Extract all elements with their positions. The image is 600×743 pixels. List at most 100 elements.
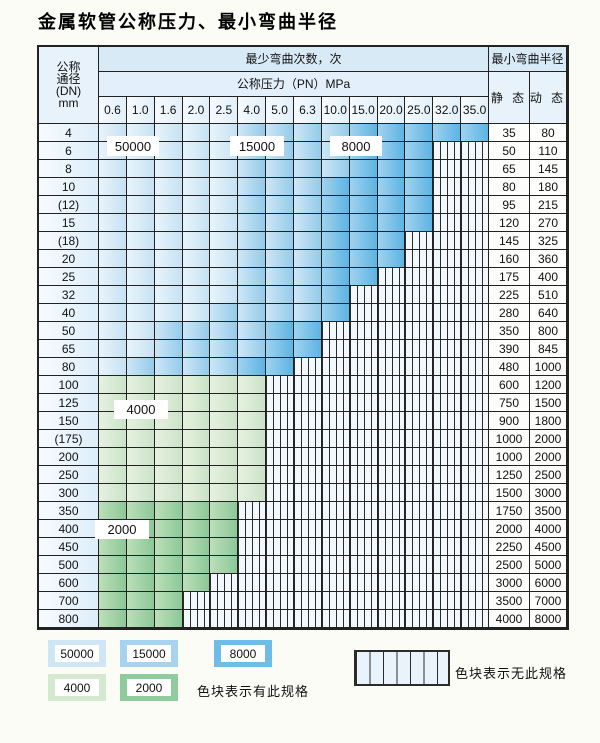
- spec-cell-50000: [182, 178, 211, 196]
- dynamic-value: 510: [530, 286, 567, 304]
- radius-header: 最小弯曲半径: [489, 47, 567, 72]
- dynamic-value: 180: [530, 178, 567, 196]
- spec-cell-2000: [210, 520, 239, 538]
- spec-cell-15000: [182, 340, 211, 358]
- spec-cell-50000: [210, 250, 239, 268]
- spec-cell-none: [461, 412, 489, 430]
- spec-cell-none: [294, 520, 322, 538]
- spec-cell-none: [349, 430, 378, 448]
- dynamic-value: 1500: [530, 394, 567, 412]
- spec-cell-none: [294, 484, 322, 502]
- static-value: 1750: [489, 502, 530, 520]
- spec-cell-50000: [126, 286, 155, 304]
- spec-cell-8000: [349, 214, 378, 232]
- spec-cell-2000: [154, 538, 183, 556]
- legend-swatch-50000: 50000: [48, 640, 106, 667]
- spec-cell-50000: [99, 160, 127, 178]
- spec-cell-8000: [377, 160, 406, 178]
- dynamic-value: 4500: [530, 538, 567, 556]
- spec-cell-4000: [99, 448, 127, 466]
- spec-cell-none: [433, 610, 462, 628]
- spec-cell-none: [321, 538, 350, 556]
- spec-cell-15000: [294, 304, 322, 322]
- dn-header-line: (DN): [55, 84, 82, 98]
- spec-cell-none: [405, 430, 434, 448]
- dn-cell: 500: [39, 556, 99, 574]
- static-value: 35: [489, 124, 530, 142]
- static-value: 175: [489, 268, 530, 286]
- static-value: 1500: [489, 484, 530, 502]
- dynamic-value: 360: [530, 250, 567, 268]
- spec-cell-4000: [182, 394, 211, 412]
- spec-cell-none: [321, 430, 350, 448]
- spec-cell-4000: [154, 430, 183, 448]
- spec-cell-none: [461, 466, 489, 484]
- spec-cell-4000: [210, 430, 239, 448]
- region-label-50000: 50000: [107, 136, 159, 156]
- spec-cell-none: [321, 520, 350, 538]
- spec-cell-4000: [238, 376, 267, 394]
- spec-cell-none: [349, 304, 378, 322]
- spec-cell-none: [377, 592, 406, 610]
- dn-cell: 250: [39, 466, 99, 484]
- spec-cell-15000: [266, 214, 294, 232]
- dn-cell: 15: [39, 214, 99, 232]
- spec-cell-none: [461, 340, 489, 358]
- spec-cell-none: [405, 412, 434, 430]
- spec-cell-15000: [294, 268, 322, 286]
- spec-cell-none: [433, 412, 462, 430]
- spec-cell-8000: [321, 214, 350, 232]
- spec-cell-4000: [238, 412, 267, 430]
- static-value: 65: [489, 160, 530, 178]
- region-label-15000: 15000: [230, 136, 284, 156]
- dynamic-value: 215: [530, 196, 567, 214]
- spec-cell-none: [182, 610, 211, 628]
- dynamic-value: 270: [530, 214, 567, 232]
- spec-cell-50000: [182, 268, 211, 286]
- spec-cell-50000: [99, 358, 127, 376]
- spec-cell-15000: [294, 286, 322, 304]
- spec-cell-2000: [99, 592, 127, 610]
- spec-cell-none: [182, 592, 211, 610]
- spec-cell-15000: [294, 124, 322, 142]
- spec-cell-none: [321, 466, 350, 484]
- spec-cell-15000: [266, 286, 294, 304]
- spec-cell-none: [377, 448, 406, 466]
- spec-cell-4000: [238, 484, 267, 502]
- spec-cell-none: [349, 484, 378, 502]
- spec-cell-none: [461, 304, 489, 322]
- dynamic-value: 400: [530, 268, 567, 286]
- dn-cell: 700: [39, 592, 99, 610]
- dn-cell: 40: [39, 304, 99, 322]
- spec-cell-8000: [405, 124, 434, 142]
- pressure-col-15.0: 15.0: [349, 97, 378, 124]
- spec-cell-none: [266, 430, 294, 448]
- dn-cell: 25: [39, 268, 99, 286]
- spec-cell-50000: [126, 322, 155, 340]
- spec-cell-none: [266, 466, 294, 484]
- spec-cell-50000: [182, 214, 211, 232]
- spec-cell-4000: [210, 448, 239, 466]
- dn-cell: 8: [39, 160, 99, 178]
- spec-cell-4000: [238, 430, 267, 448]
- dynamic-header: 动 态: [530, 72, 567, 124]
- spec-cell-none: [377, 556, 406, 574]
- spec-cell-2000: [182, 538, 211, 556]
- static-value: 480: [489, 358, 530, 376]
- spec-cell-50000: [126, 214, 155, 232]
- spec-cell-none: [377, 412, 406, 430]
- spec-cell-8000: [321, 196, 350, 214]
- spec-cell-none: [238, 610, 267, 628]
- spec-cell-none: [405, 376, 434, 394]
- dn-header-cell: 公称 通径 (DN) mm: [39, 47, 99, 124]
- dynamic-value: 1200: [530, 376, 567, 394]
- spec-cell-none: [433, 574, 462, 592]
- spec-cell-4000: [238, 466, 267, 484]
- spec-cell-none: [377, 610, 406, 628]
- static-value: 225: [489, 286, 530, 304]
- spec-cell-none: [433, 214, 462, 232]
- pressure-col-20.0: 20.0: [377, 97, 406, 124]
- spec-cell-2000: [182, 574, 211, 592]
- spec-cell-none: [405, 520, 434, 538]
- spec-cell-none: [349, 394, 378, 412]
